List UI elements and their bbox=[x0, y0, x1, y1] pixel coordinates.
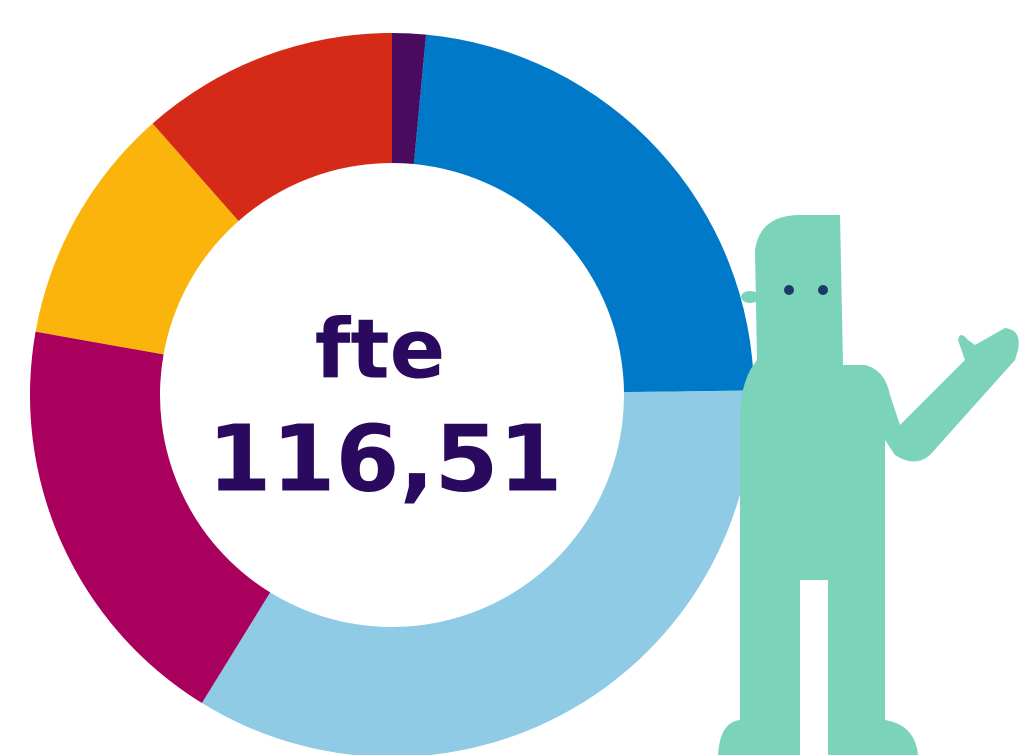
slice bbox=[152, 33, 392, 221]
center-title: fte bbox=[315, 302, 446, 397]
eye bbox=[818, 285, 828, 295]
center-value: 116,51 bbox=[207, 405, 562, 512]
mascot bbox=[718, 215, 1019, 755]
eye bbox=[784, 285, 794, 295]
slice bbox=[392, 33, 427, 165]
leg-gap bbox=[800, 580, 828, 755]
slice bbox=[413, 34, 754, 393]
donut bbox=[29, 33, 754, 755]
slice bbox=[29, 331, 271, 704]
slice bbox=[201, 390, 754, 755]
slice bbox=[35, 123, 239, 355]
